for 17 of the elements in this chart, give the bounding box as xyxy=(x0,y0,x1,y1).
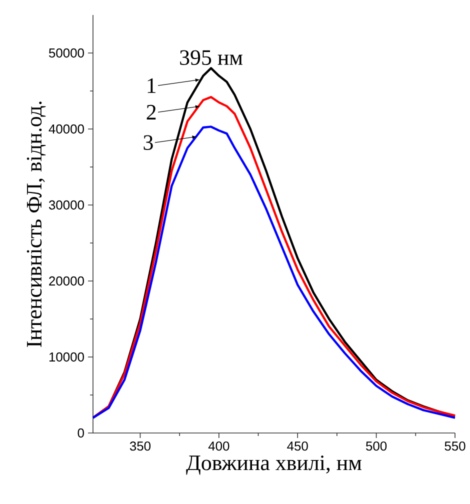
y-axis-title: Інтенсивність ФЛ, відн.од. xyxy=(26,102,46,348)
x-axis-title: Довжина хвилі, нм xyxy=(186,456,362,475)
annotation: 3 xyxy=(144,135,153,150)
y-tick-label: 10000 xyxy=(49,352,84,362)
y-tick-label: 0 xyxy=(78,428,84,438)
annotation: 2 xyxy=(146,104,156,120)
y-tick-label: 20000 xyxy=(49,276,84,286)
annotation: 395 нм xyxy=(180,50,243,65)
x-tick-label: 400 xyxy=(208,442,230,451)
y-tick-label: 30000 xyxy=(48,200,84,210)
x-tick-label: 450 xyxy=(287,442,308,451)
y-tick-label: 50000 xyxy=(48,48,84,58)
annotation: 1 xyxy=(148,78,156,93)
x-tick-label: 500 xyxy=(366,442,387,451)
x-tick-label: 550 xyxy=(444,442,466,451)
y-tick-label: 40000 xyxy=(48,124,84,134)
x-tick-label: 350 xyxy=(130,442,151,451)
